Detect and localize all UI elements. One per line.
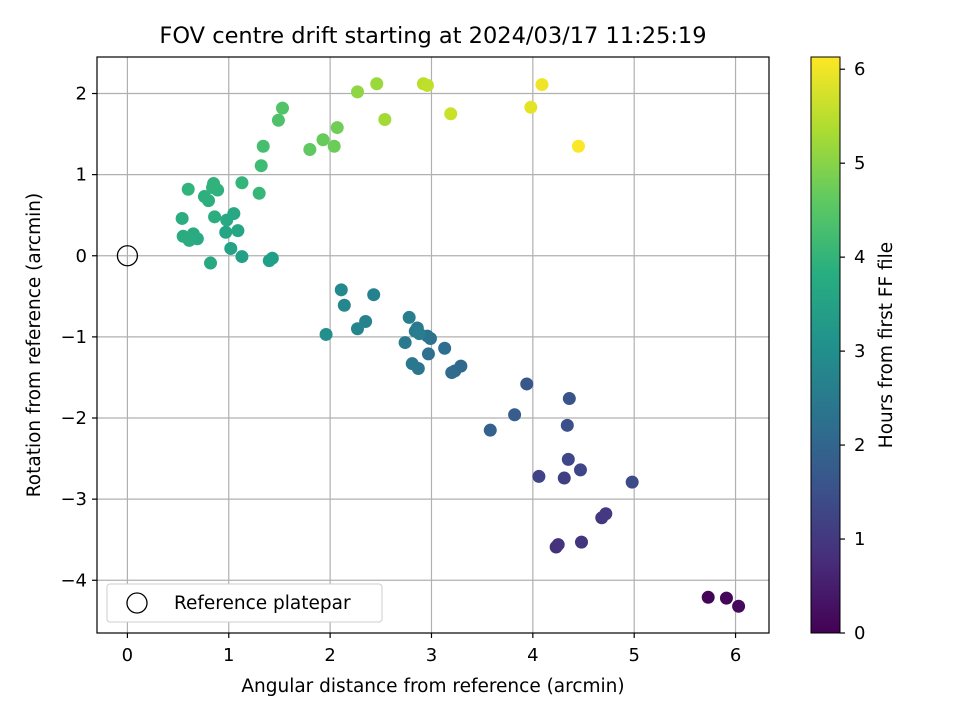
data-point — [197, 190, 211, 204]
x-tick-label: 1 — [223, 645, 234, 666]
data-point — [176, 229, 190, 243]
data-point — [560, 418, 574, 432]
data-point — [445, 366, 459, 380]
data-point — [327, 139, 341, 153]
data-point — [573, 463, 587, 477]
data-point — [625, 475, 639, 489]
data-point — [204, 256, 218, 270]
data-point — [532, 469, 546, 483]
data-point — [483, 423, 497, 437]
colorbar-tick-label: 6 — [854, 59, 865, 80]
data-point — [252, 186, 266, 200]
data-point — [224, 241, 238, 255]
data-point — [370, 77, 384, 91]
data-point — [175, 211, 189, 225]
data-point — [574, 535, 588, 549]
chart-title: FOV centre drift starting at 2024/03/17 … — [159, 23, 706, 49]
legend-box — [106, 583, 383, 623]
data-point — [402, 310, 416, 324]
colorbar-tick-label: 2 — [854, 435, 865, 456]
data-point — [235, 176, 249, 190]
data-point — [571, 139, 585, 153]
x-tick-label: 2 — [324, 645, 335, 666]
legend-marker-reference — [126, 592, 148, 614]
y-tick-label: −1 — [60, 327, 87, 348]
x-tick-label: 6 — [730, 645, 741, 666]
data-point — [524, 100, 538, 114]
y-tick-label: −3 — [60, 489, 87, 510]
data-point — [405, 357, 419, 371]
y-tick-label: 0 — [76, 246, 87, 267]
colorbar: 0 1 2 3 4 5 6 Hours from first FF file — [810, 56, 897, 644]
data-point — [254, 159, 268, 173]
colorbar-tick-label: 0 — [854, 623, 865, 644]
data-point — [220, 213, 234, 227]
data-point — [316, 133, 330, 147]
data-point — [420, 78, 434, 92]
data-point — [421, 347, 435, 361]
grid-lines — [97, 57, 769, 633]
legend-label-reference: Reference platepar — [174, 593, 351, 614]
data-point — [303, 142, 317, 156]
data-point — [330, 121, 344, 135]
data-point — [719, 591, 733, 605]
data-point — [367, 288, 381, 302]
data-point — [561, 452, 575, 466]
data-point — [508, 408, 522, 422]
y-axis: −4 −3 −2 −1 0 1 2 — [60, 84, 97, 591]
data-point — [557, 471, 571, 485]
data-point — [219, 225, 233, 239]
data-point — [262, 254, 276, 268]
colorbar-tick-label: 4 — [854, 247, 865, 268]
colorbar-tick-label: 3 — [854, 341, 865, 362]
x-tick-label: 0 — [122, 645, 133, 666]
data-point — [444, 107, 458, 121]
y-axis-label: Rotation from reference (arcmin) — [24, 193, 45, 497]
data-point — [412, 327, 426, 341]
x-tick-label: 5 — [628, 645, 639, 666]
data-point — [520, 377, 534, 391]
data-point — [337, 298, 351, 312]
data-point — [231, 224, 245, 238]
y-tick-label: 1 — [76, 165, 87, 186]
data-point — [701, 590, 715, 604]
data-point — [551, 538, 565, 552]
data-point — [398, 336, 412, 350]
plot-frame — [96, 56, 770, 634]
x-tick-label: 4 — [527, 645, 538, 666]
colorbar-ticks: 0 1 2 3 4 5 6 — [840, 59, 865, 644]
colorbar-label: Hours from first FF file — [876, 242, 897, 448]
y-tick-label: −2 — [60, 408, 87, 429]
data-point — [275, 101, 289, 115]
legend: Reference platepar — [106, 583, 383, 623]
data-point — [181, 182, 195, 196]
data-point — [350, 322, 364, 336]
data-point — [208, 210, 222, 224]
data-point — [378, 112, 392, 126]
data-point — [562, 392, 576, 406]
colorbar-gradient — [810, 56, 841, 634]
data-point — [319, 327, 333, 341]
x-axis-label: Angular distance from reference (arcmin) — [241, 676, 624, 697]
y-tick-label: 2 — [76, 84, 87, 105]
data-point — [732, 599, 746, 613]
data-point — [438, 341, 452, 355]
data-point — [350, 85, 364, 99]
data-point — [256, 139, 270, 153]
data-point — [271, 113, 285, 127]
y-tick-label: −4 — [60, 570, 87, 591]
data-point — [334, 283, 348, 297]
data-point — [535, 78, 549, 92]
data-point — [207, 177, 221, 191]
x-axis: 0 1 2 3 4 5 6 — [122, 633, 741, 666]
reference-platepar-marker — [116, 245, 139, 267]
x-tick-label: 3 — [426, 645, 437, 666]
colorbar-tick-label: 1 — [854, 529, 865, 550]
data-point — [599, 507, 613, 521]
colorbar-tick-label: 5 — [854, 153, 865, 174]
data-point — [235, 250, 249, 264]
data-points — [116, 77, 746, 613]
